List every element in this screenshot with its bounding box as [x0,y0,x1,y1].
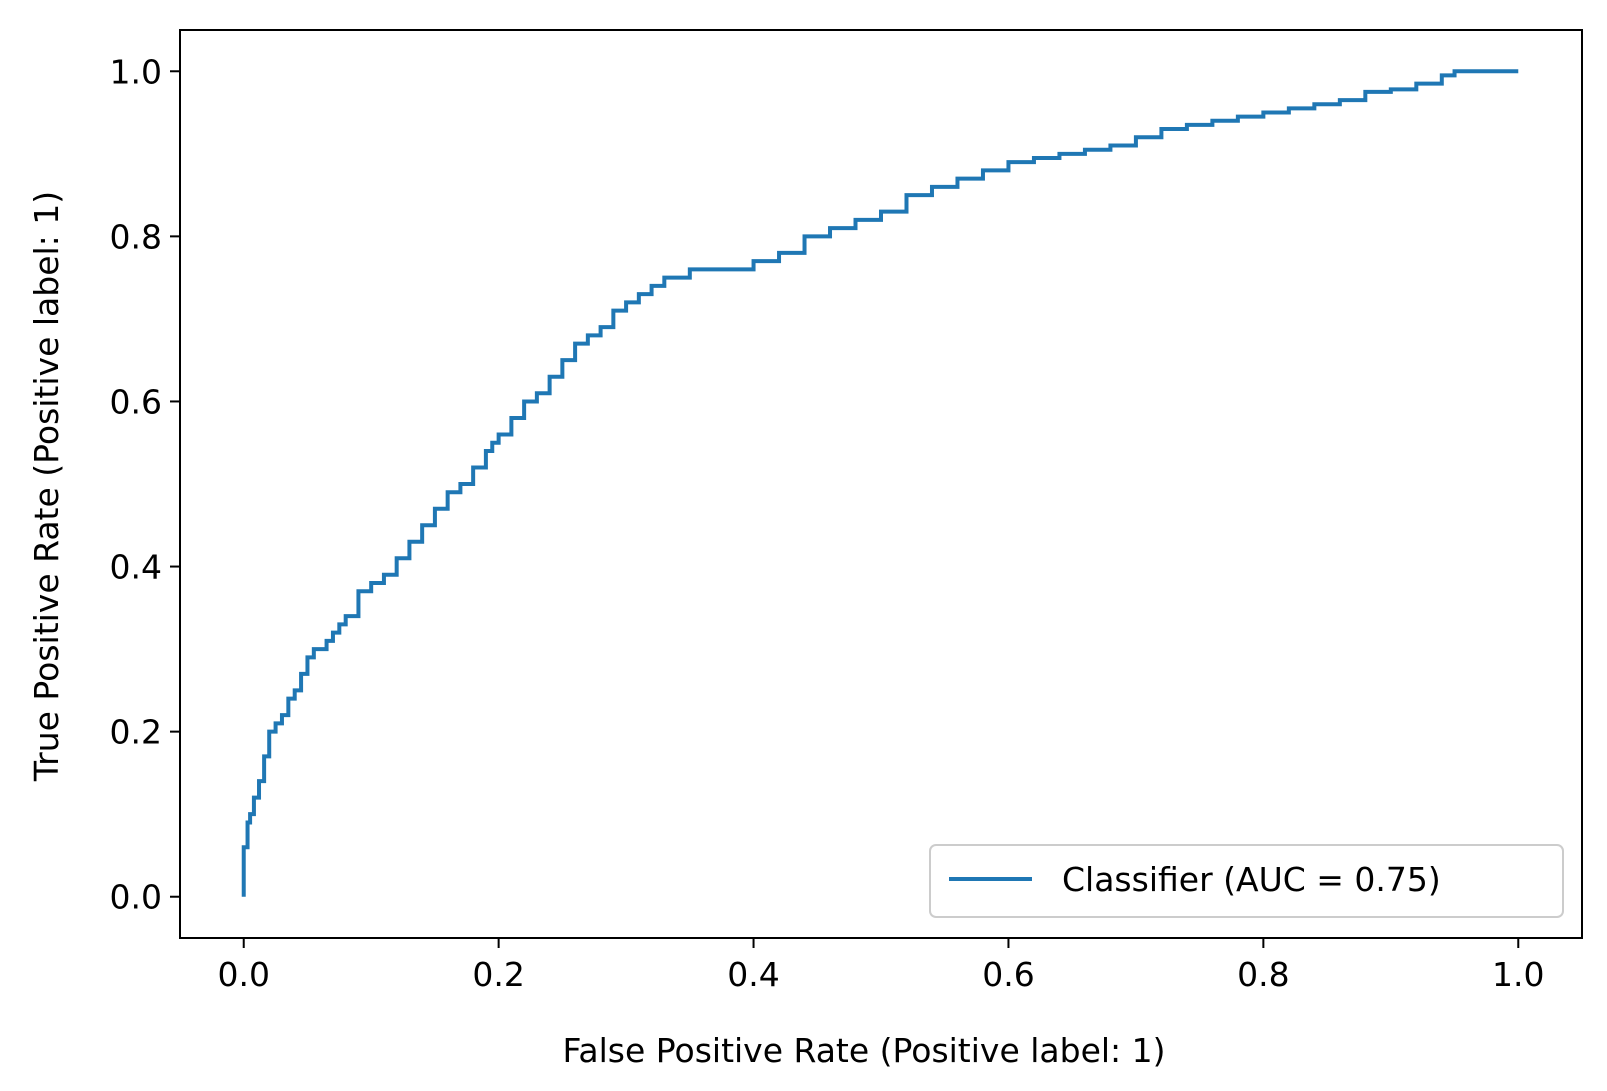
y-tick-label: 0.2 [110,713,162,752]
series-line-0 [241,69,1519,897]
legend-box [929,844,1564,918]
y-tick-label: 0.8 [110,217,162,256]
y-axis-ticks: 0.0 0.2 0.4 0.6 0.8 1.0 [110,52,180,917]
x-tick-label: 0.4 [727,955,779,994]
x-tick-label: 0.2 [472,955,524,994]
y-tick-label: 1.0 [110,52,162,91]
y-tick-label: 0.0 [110,878,162,917]
axes-frame [179,29,1583,939]
y-tick-label: 0.6 [110,382,162,421]
x-tick-label: 1.0 [1492,955,1544,994]
x-axis-label: False Positive Rate (Positive label: 1) [562,1031,1165,1070]
x-tick-label: 0.8 [1237,955,1289,994]
y-axis-label: True Positive Rate (Positive label: 1) [27,191,66,782]
x-tick-label: 0.0 [217,955,269,994]
plot-area [241,69,1519,897]
legend-label: Classifier (AUC = 0.75) [1062,860,1441,899]
x-axis-ticks: 0.0 0.2 0.4 0.6 0.8 1.0 [217,938,1545,994]
legend: Classifier (AUC = 0.75) [929,844,1564,918]
y-tick-label: 0.4 [110,548,162,587]
x-tick-label: 0.6 [982,955,1034,994]
